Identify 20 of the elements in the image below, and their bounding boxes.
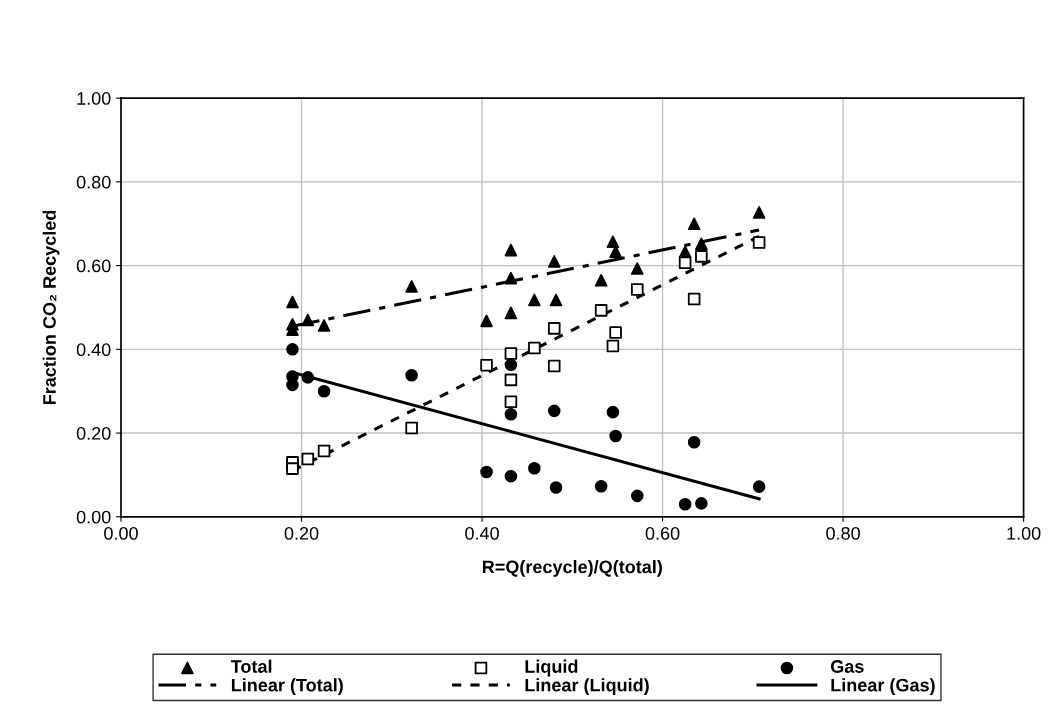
legend-label: Linear (Liquid) <box>525 678 649 696</box>
legend-label: Gas <box>830 660 864 673</box>
x-tick-label: 1.00 <box>1007 526 1041 540</box>
y-tick-label: 0.80 <box>76 175 111 189</box>
legend-label: Linear (Gas) <box>831 678 935 696</box>
legend-label: Liquid <box>525 659 578 677</box>
y-tick-label: 0.40 <box>76 343 111 357</box>
x-tick-label: 0.80 <box>826 526 860 540</box>
x-tick-label: 0.60 <box>645 526 680 540</box>
legend-label: Total <box>230 659 272 673</box>
y-axis-title: Fraction CO₂ Recycled <box>42 210 60 405</box>
x-tick-label: 0.40 <box>465 526 499 540</box>
x-tick-label: 0.20 <box>284 526 319 540</box>
y-tick-label: 1.00 <box>77 92 111 105</box>
y-tick-label: 0.00 <box>76 510 111 524</box>
y-tick-label: 0.20 <box>76 426 111 440</box>
x-tick-label: 0.00 <box>104 526 138 540</box>
y-tick-label: 0.60 <box>76 259 111 273</box>
legend-label: Linear (Total) <box>231 678 343 696</box>
x-axis-title: R=Q(recycle)/Q(total) <box>482 560 662 577</box>
